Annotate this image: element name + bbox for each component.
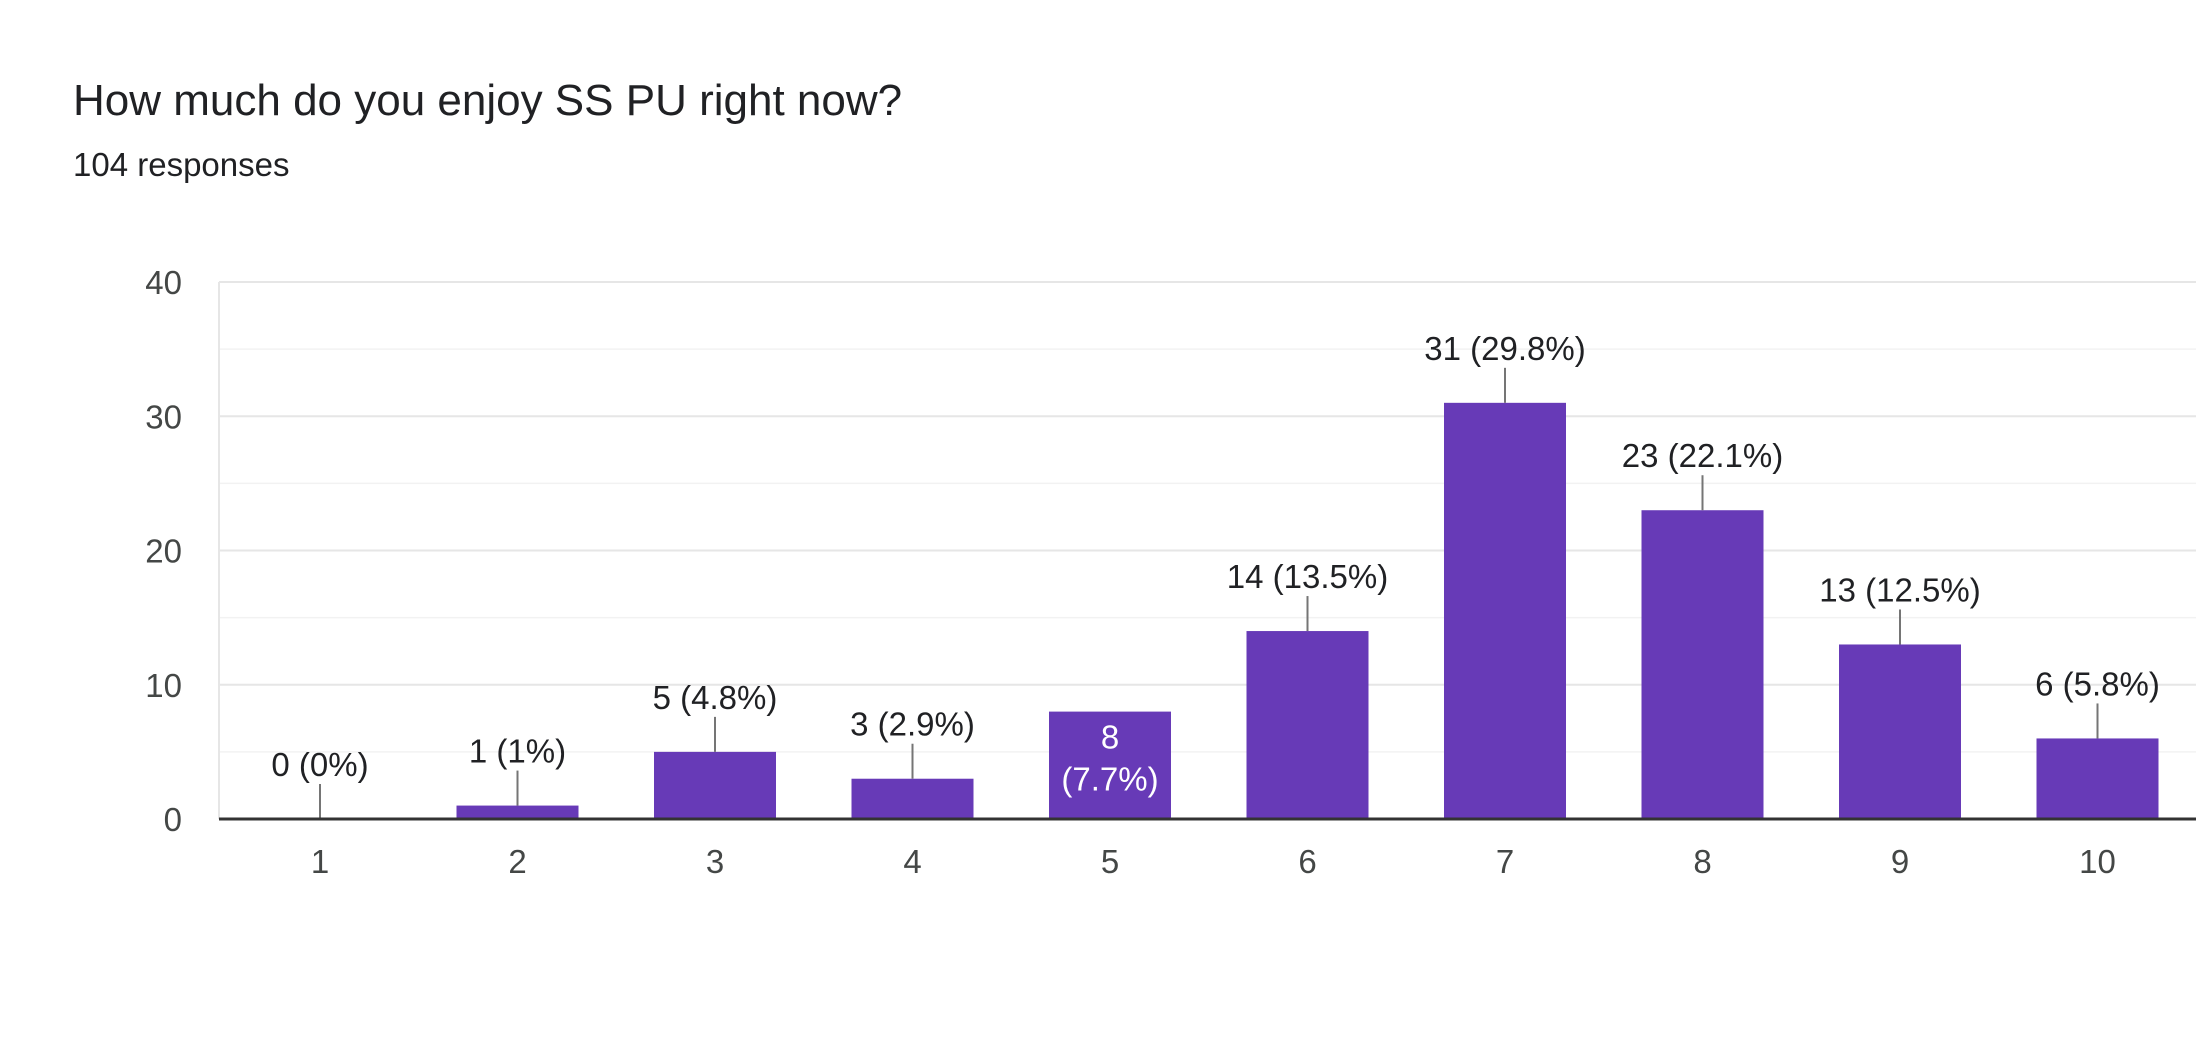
x-tick-label: 1 xyxy=(311,843,329,880)
bar-7 xyxy=(1444,402,1566,819)
data-label-1: 0 (0%) xyxy=(271,746,368,783)
data-label-7: 31 (29.8%) xyxy=(1424,330,1585,367)
bar-3 xyxy=(654,751,776,819)
bar-4 xyxy=(851,778,974,819)
y-tick-label: 20 xyxy=(145,533,182,570)
grid-lines xyxy=(218,281,2196,819)
bar-10 xyxy=(2036,738,2159,819)
bar-5 xyxy=(1049,711,1171,819)
data-label-5: 8 xyxy=(1101,718,1119,755)
data-labels: 0 (0%) 1 (1%) 5 (4.8%) 3 (2.9%) 8 (7.7%) 14 (1… xyxy=(271,330,2159,797)
x-tick-label: 6 xyxy=(1298,843,1316,880)
x-tick-label: 10 xyxy=(2079,843,2116,880)
y-axis-ticks: 0 10 20 30 40 xyxy=(145,264,182,838)
bars xyxy=(456,402,2159,819)
data-label-5: (7.7%) xyxy=(1061,760,1158,797)
data-label-2: 1 (1%) xyxy=(469,733,566,770)
bar-2 xyxy=(456,805,579,819)
label-leaders xyxy=(319,367,2099,819)
data-label-3: 5 (4.8%) xyxy=(653,679,778,716)
data-label-6: 14 (13.5%) xyxy=(1227,558,1388,595)
y-tick-label: 40 xyxy=(145,264,182,301)
x-axis-ticks: 1 2 3 4 5 6 7 8 9 10 xyxy=(311,843,2116,880)
bar-9 xyxy=(1839,644,1961,819)
x-tick-label: 8 xyxy=(1693,843,1711,880)
x-tick-label: 2 xyxy=(508,843,526,880)
x-tick-label: 3 xyxy=(706,843,724,880)
bar-6 xyxy=(1246,631,1369,819)
data-label-10: 6 (5.8%) xyxy=(2035,665,2160,702)
x-tick-label: 7 xyxy=(1496,843,1514,880)
bar-8 xyxy=(1641,510,1764,819)
y-tick-label: 30 xyxy=(145,398,182,435)
x-tick-label: 5 xyxy=(1101,843,1119,880)
data-label-9: 13 (12.5%) xyxy=(1819,571,1980,608)
question-title: How much do you enjoy SS PU right now? xyxy=(73,76,903,125)
x-tick-label: 9 xyxy=(1891,843,1909,880)
data-label-4: 3 (2.9%) xyxy=(850,706,975,743)
y-tick-label: 10 xyxy=(145,667,182,704)
x-tick-label: 4 xyxy=(903,843,921,880)
response-count: 104 responses xyxy=(73,146,290,183)
data-label-8: 23 (22.1%) xyxy=(1622,437,1783,474)
y-tick-label: 0 xyxy=(164,801,182,838)
